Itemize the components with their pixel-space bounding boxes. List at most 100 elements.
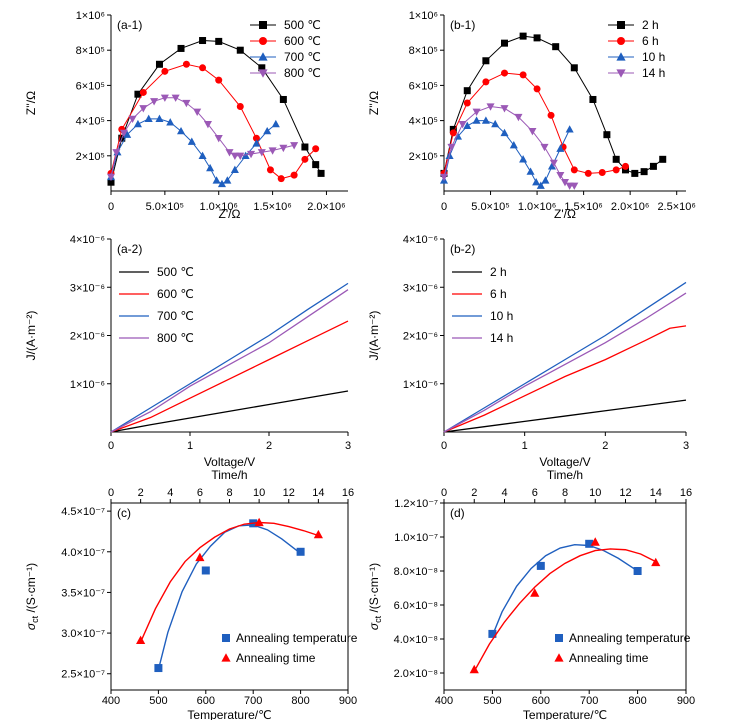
- data-point: [252, 134, 260, 142]
- data-point: [263, 126, 272, 135]
- y-tick-label: 6.0×10⁻⁸: [394, 600, 438, 612]
- data-point: [296, 547, 305, 556]
- x2-tick-label: 16: [680, 487, 692, 499]
- x-axis-title: Voltage/V: [204, 455, 255, 469]
- y-tick-label: 2×10⁵: [76, 151, 105, 163]
- legend-label: 10 h: [642, 50, 665, 64]
- legend-label: Annealing time: [236, 651, 316, 665]
- data-point: [530, 588, 540, 597]
- data-point: [182, 99, 191, 108]
- x-tick-label: 700: [244, 695, 262, 707]
- series-line: [443, 325, 687, 433]
- legend-marker: [617, 37, 625, 45]
- data-point: [612, 155, 620, 163]
- data-point: [154, 664, 163, 673]
- data-point: [565, 125, 574, 133]
- legend-marker: [221, 653, 231, 662]
- x-tick-label: 500: [483, 695, 501, 707]
- data-point: [501, 69, 508, 77]
- y-tick-label: 1×10⁶: [409, 10, 438, 22]
- data-point: [225, 149, 234, 157]
- series-a1-0: [107, 37, 325, 186]
- chart-a2: 0 1 2 3 1×10⁻⁶ 2×10⁻⁶ 3×10⁻⁶ 4×10⁻⁶ Voltage/V J/(…: [24, 234, 351, 469]
- data-point: [472, 108, 481, 116]
- series-line: [443, 106, 575, 187]
- x2-tick-label: 4: [167, 487, 173, 499]
- data-point: [481, 116, 490, 124]
- data-point: [570, 166, 578, 174]
- data-point: [631, 169, 639, 177]
- data-point: [532, 178, 541, 186]
- data-point: [640, 168, 648, 176]
- data-point: [472, 116, 481, 124]
- legend-marker: [222, 634, 230, 642]
- legend-label: Annealing time: [569, 651, 649, 665]
- series-a2-1: [110, 320, 349, 433]
- data-point: [223, 176, 232, 184]
- x2-tick-label: 8: [562, 487, 568, 499]
- legend: 500 ℃ 600 ℃ 700 ℃ 800 ℃: [250, 18, 321, 80]
- series-c-1: [136, 517, 323, 645]
- series-line: [110, 390, 349, 433]
- data-point: [134, 90, 142, 98]
- data-point: [552, 43, 560, 51]
- x2-axis-title: Time/h: [547, 468, 583, 482]
- y-axis-title: Z''/Ω: [24, 91, 38, 115]
- chart-a1: 0 5.0×10⁵ 1.0×10⁶ 1.5×10⁶ 2.0×10⁶ 2×10⁵ 4×10⁵ 6…: [24, 10, 348, 221]
- series-b1-1: [440, 69, 629, 177]
- x-tick-label: 500: [149, 695, 167, 707]
- legend-label: 800 ℃: [157, 331, 194, 345]
- chart-b1: 0 5.0×10⁵ 1.0×10⁶ 1.5×10⁶ 2.0×10⁶ 2.5×10⁶ 2×10…: [367, 10, 696, 221]
- y-tick-label: 4×10⁵: [409, 116, 438, 128]
- legend-label: 600 ℃: [284, 34, 321, 48]
- data-point: [119, 129, 128, 138]
- series-line: [110, 63, 317, 180]
- data-point: [155, 60, 163, 68]
- chart-c: 400 500 600 700 800 900 2.5×10⁻⁷ 3.0×10⁻⁷ 3.5×10…: [24, 468, 358, 720]
- y-axis-title: J/(A·m⁻²): [24, 311, 38, 361]
- fit-curve: [139, 521, 319, 643]
- x-axis-title: Temperature/℃: [187, 708, 271, 720]
- data-point: [463, 87, 471, 95]
- x-tick-label: 1.5×10⁶: [564, 201, 602, 213]
- series-a2-2: [110, 282, 349, 433]
- data-point: [584, 169, 592, 177]
- x-tick-label: 2.5×10⁶: [657, 201, 695, 213]
- y-tick-label: 6×10⁵: [76, 80, 105, 92]
- y-tick-label: 1×10⁻⁶: [70, 379, 105, 391]
- series-line: [110, 320, 349, 433]
- data-point: [199, 37, 207, 45]
- data-point: [549, 159, 558, 168]
- legend-marker: [259, 37, 267, 45]
- data-point: [526, 167, 535, 175]
- y-tick-label: 2×10⁻⁶: [70, 331, 105, 343]
- x-tick-label: 900: [339, 695, 357, 707]
- x-tick-label: 3: [345, 440, 351, 452]
- data-point: [449, 129, 457, 137]
- x-axis-title: Temperature/℃: [523, 708, 607, 720]
- series-b1-3: [439, 103, 579, 190]
- data-point: [133, 119, 142, 128]
- data-point: [107, 178, 115, 186]
- y-axis-title: σct /(S·cm⁻¹): [367, 563, 383, 630]
- legend: 2 h 6 h 10 h 14 h: [608, 18, 665, 80]
- data-point: [176, 126, 186, 135]
- legend-label: 2 h: [490, 265, 507, 279]
- data-point: [247, 150, 256, 159]
- data-point: [201, 566, 210, 575]
- data-point: [236, 152, 245, 160]
- data-point: [536, 561, 545, 570]
- data-point: [193, 108, 202, 116]
- y-tick-label: 1.0×10⁻⁷: [394, 532, 438, 544]
- data-point: [501, 39, 508, 47]
- data-point: [195, 552, 205, 562]
- data-point: [215, 37, 223, 45]
- x-tick-label: 800: [291, 695, 309, 707]
- data-point: [541, 176, 550, 184]
- series-line: [443, 399, 687, 433]
- x-tick-label: 1: [522, 440, 528, 452]
- legend: Annealing temperature Annealing time: [221, 631, 358, 665]
- y-tick-label: 8×10⁵: [76, 45, 105, 57]
- data-point: [277, 175, 285, 183]
- data-point: [488, 629, 497, 638]
